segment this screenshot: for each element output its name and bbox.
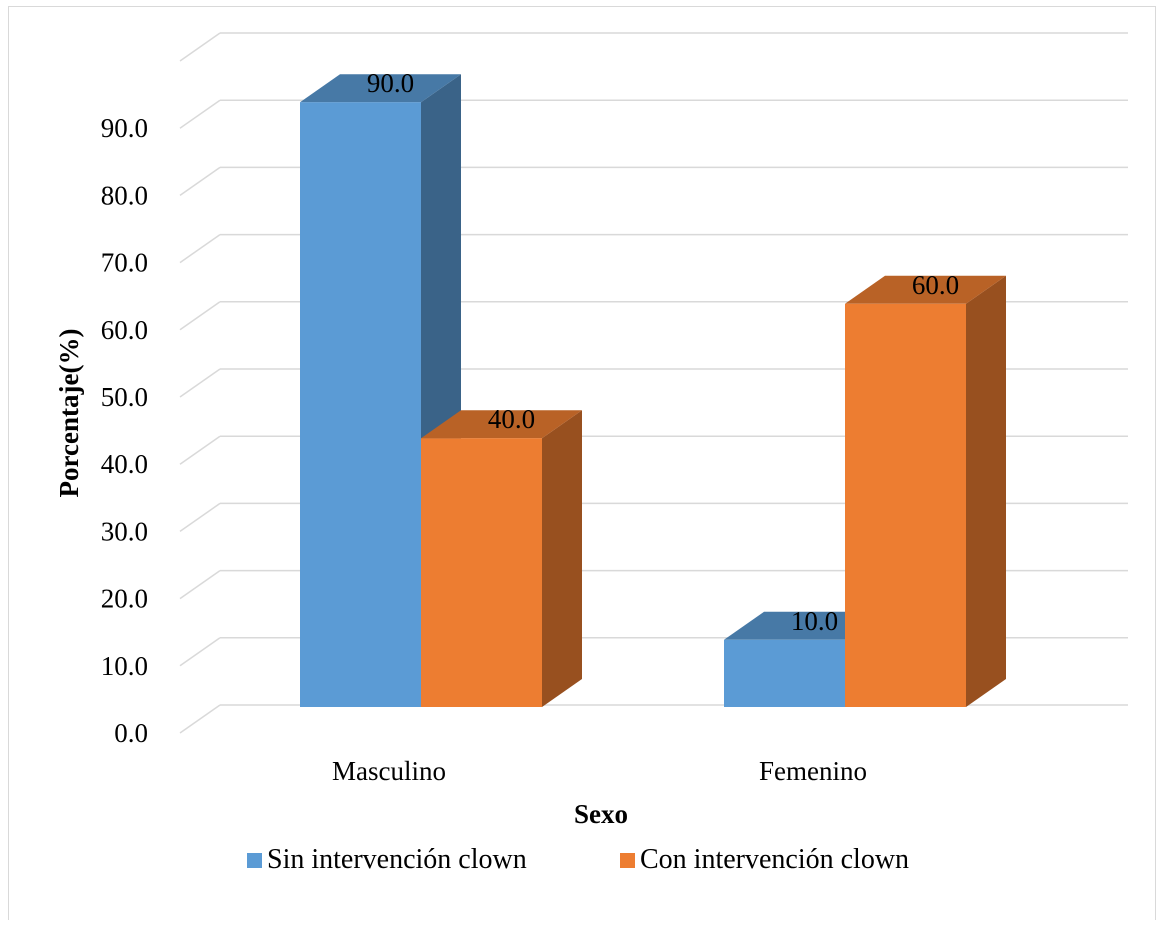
y-tick-label: 30.0 [101, 516, 148, 546]
y-tick-label: 20.0 [101, 584, 148, 614]
y-tick-label: 70.0 [101, 248, 148, 278]
data-label: 10.0 [791, 606, 838, 636]
x-category-label: Masculino [332, 756, 446, 786]
chart-bars [300, 74, 1006, 707]
y-tick-labels: 0.0 10.0 20.0 30.0 40.0 50.0 60.0 70.0 80.0 90.0 [101, 113, 148, 748]
y-tick-label: 60.0 [101, 315, 148, 345]
bar-con-intervencion-clown-femenino-front [845, 303, 966, 707]
legend-label-sin-intervencion: Sin intervención clown [267, 844, 527, 875]
y-tick-label: 40.0 [101, 449, 148, 479]
gridline-depth [179, 368, 221, 398]
bar-sin-intervencion-clown-femenino-top [724, 611, 885, 640]
bar-sin-intervencion-clown-masculino-front [300, 102, 421, 707]
bar-con-intervencion-clown-masculino-front [421, 438, 542, 707]
gridline-depth [179, 435, 221, 465]
gridline-depth [179, 166, 221, 197]
gridline-depth [179, 233, 221, 264]
gridline-depth [179, 502, 221, 533]
y-tick-label: 50.0 [101, 382, 148, 412]
data-label: 60.0 [912, 270, 959, 300]
data-label: 90.0 [367, 68, 414, 98]
gridline-depth [179, 32, 221, 62]
y-tick-label: 80.0 [101, 180, 148, 210]
chart-frame [8, 6, 1156, 920]
legend: Sin intervención clown Con intervención … [247, 844, 909, 875]
data-label: 40.0 [488, 404, 535, 434]
y-tick-label: 0.0 [114, 718, 148, 748]
y-axis-title: Porcentaje(%) [54, 329, 84, 498]
x-category-label: Femenino [759, 756, 867, 786]
gridline-depth [179, 704, 221, 734]
bar-con-intervencion-clown-masculino [421, 410, 582, 707]
legend-swatch-con-intervencion [620, 853, 635, 868]
y-tick-label: 90.0 [101, 113, 148, 143]
bar-sin-intervencion-clown-masculino-top [300, 74, 461, 103]
bar-con-intervencion-clown-masculino-top [421, 410, 582, 439]
bar-con-intervencion-clown-femenino-side [966, 275, 1006, 707]
bar-con-intervencion-clown-masculino-side [542, 410, 582, 707]
data-labels: 90.0 40.0 10.0 60.0 [367, 68, 959, 636]
x-axis-title: Sexo [574, 799, 628, 829]
gridline-depth [179, 569, 221, 600]
legend-label-con-intervencion: Con intervención clown [640, 844, 909, 875]
bar-con-intervencion-clown-femenino [845, 275, 1006, 707]
y-tick-label: 10.0 [101, 651, 148, 681]
bar-sin-intervencion-clown-femenino-front [724, 639, 845, 707]
gridline-depth [179, 99, 221, 129]
legend-swatch-sin-intervencion [247, 853, 262, 868]
bar-con-intervencion-clown-femenino-top [845, 275, 1006, 304]
gridline-depth [179, 637, 221, 667]
gridline-depth [179, 301, 221, 331]
x-category-labels: Masculino Femenino [332, 756, 867, 786]
